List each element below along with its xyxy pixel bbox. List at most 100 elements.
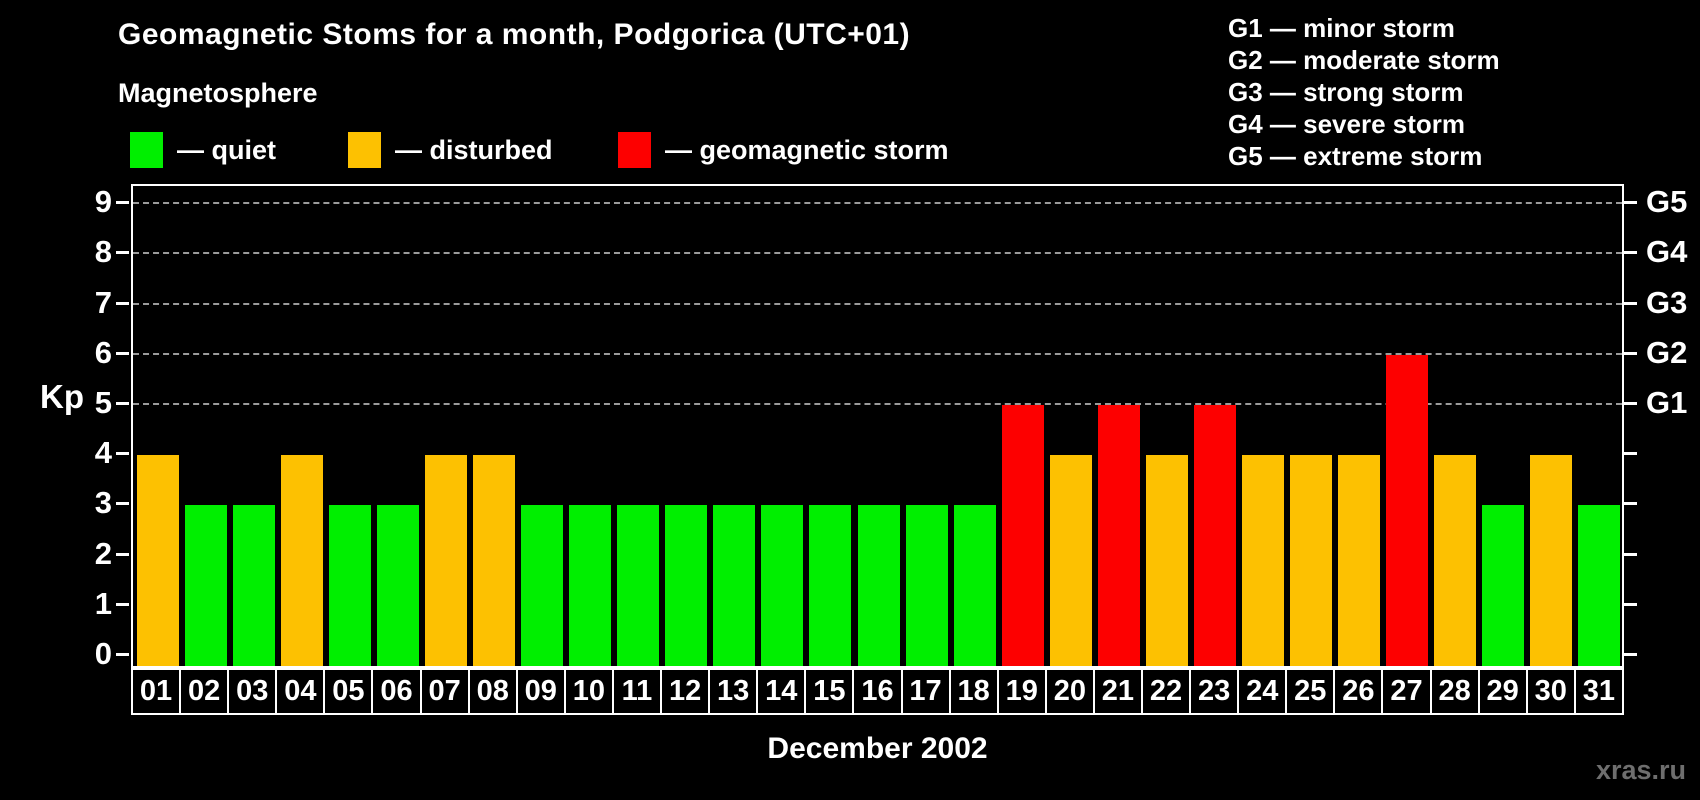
kp-bar-day-16 bbox=[858, 505, 900, 666]
kp-bar-day-18 bbox=[954, 505, 996, 666]
kp-tick-label-5: 5 bbox=[94, 385, 112, 420]
kp-bar-day-05 bbox=[329, 505, 371, 666]
kp-bar-day-22 bbox=[1146, 455, 1188, 666]
day-cell-28: 28 bbox=[1429, 668, 1480, 715]
legend-item-quiet: — quiet bbox=[130, 131, 276, 169]
tick-right-kp-6 bbox=[1624, 352, 1637, 355]
tick-left-kp-5 bbox=[116, 402, 129, 405]
kp-bar-day-07 bbox=[425, 455, 467, 666]
kp-bar-day-31 bbox=[1578, 505, 1620, 666]
kp-tick-label-6: 6 bbox=[94, 335, 112, 370]
day-cell-27: 27 bbox=[1381, 668, 1432, 715]
day-cell-26: 26 bbox=[1333, 668, 1384, 715]
g-tick-label-g2: G2 bbox=[1646, 335, 1688, 370]
day-cell-10: 10 bbox=[563, 668, 614, 715]
g-legend-line-2: G2 — moderate storm bbox=[1228, 45, 1500, 75]
day-cell-25: 25 bbox=[1285, 668, 1336, 715]
tick-right-kp-4 bbox=[1624, 452, 1637, 455]
day-cell-13: 13 bbox=[708, 668, 759, 715]
kp-bar-day-25 bbox=[1290, 455, 1332, 666]
day-cell-21: 21 bbox=[1092, 668, 1143, 715]
day-cell-20: 20 bbox=[1044, 668, 1095, 715]
day-cell-16: 16 bbox=[852, 668, 903, 715]
gridline-kp-5 bbox=[133, 403, 1622, 405]
tick-left-kp-7 bbox=[116, 302, 129, 305]
kp-bar-day-09 bbox=[521, 505, 563, 666]
tick-left-kp-0 bbox=[116, 653, 129, 656]
day-cell-02: 02 bbox=[179, 668, 230, 715]
kp-axis-label: Kp bbox=[40, 378, 84, 415]
g-scale-legend: G1 — minor storm G2 — moderate storm G3 — … bbox=[1228, 12, 1500, 172]
kp-bar-day-23 bbox=[1194, 405, 1236, 666]
day-cell-15: 15 bbox=[804, 668, 855, 715]
day-cell-12: 12 bbox=[660, 668, 711, 715]
kp-tick-label-7: 7 bbox=[94, 285, 112, 320]
day-axis-row: 01 02 03 04 05 06 07 08 09 10 11 12 13 14 15 16 17 18 19 20… bbox=[131, 668, 1624, 715]
day-cell-06: 06 bbox=[371, 668, 422, 715]
day-cell-04: 04 bbox=[275, 668, 326, 715]
kp-bar-day-17 bbox=[906, 505, 948, 666]
tick-right-kp-7 bbox=[1624, 302, 1637, 305]
kp-bar-day-30 bbox=[1530, 455, 1572, 666]
day-cell-01: 01 bbox=[131, 668, 182, 715]
legend-label-quiet: — quiet bbox=[177, 134, 276, 165]
gridline-kp-7 bbox=[133, 302, 1622, 305]
g-tick-label-g4: G4 bbox=[1646, 234, 1688, 269]
kp-tick-label-0: 0 bbox=[94, 636, 112, 671]
day-cell-17: 17 bbox=[900, 668, 951, 715]
tick-left-kp-1 bbox=[116, 603, 129, 606]
kp-tick-label-1: 1 bbox=[94, 586, 112, 621]
kp-bar-day-11 bbox=[617, 505, 659, 666]
kp-bar-day-15 bbox=[809, 505, 851, 666]
day-cell-14: 14 bbox=[756, 668, 807, 715]
kp-bar-day-14 bbox=[761, 505, 803, 666]
g-tick-label-g1: G1 bbox=[1646, 385, 1688, 420]
kp-bar-day-13 bbox=[713, 505, 755, 666]
g-legend-line-4: G4 — severe storm bbox=[1228, 109, 1466, 139]
kp-bar-day-01 bbox=[137, 455, 179, 666]
g-tick-label-g3: G3 bbox=[1646, 285, 1688, 320]
tick-right-kp-0 bbox=[1624, 653, 1637, 656]
kp-bar-day-10 bbox=[569, 505, 611, 666]
kp-bar-day-21 bbox=[1098, 405, 1140, 666]
day-cell-05: 05 bbox=[323, 668, 374, 715]
tick-left-kp-6 bbox=[116, 352, 129, 355]
legend-label-disturbed: — disturbed bbox=[395, 134, 553, 165]
legend-item-disturbed: — disturbed bbox=[348, 131, 553, 169]
day-cell-11: 11 bbox=[611, 668, 663, 715]
kp-bar-day-29 bbox=[1482, 505, 1524, 666]
kp-bar-day-03 bbox=[233, 505, 275, 666]
storm-color-swatch bbox=[618, 132, 651, 168]
gridline-kp-9 bbox=[133, 202, 1622, 205]
tick-right-kp-3 bbox=[1624, 502, 1637, 505]
day-cell-07: 07 bbox=[419, 668, 470, 715]
kp-tick-label-3: 3 bbox=[94, 485, 112, 520]
kp-bar-day-06 bbox=[377, 505, 419, 666]
day-cell-23: 23 bbox=[1189, 668, 1240, 715]
disturbed-color-swatch bbox=[348, 132, 381, 168]
kp-bar-day-27 bbox=[1386, 355, 1428, 666]
kp-bar-day-28 bbox=[1434, 455, 1476, 666]
tick-left-kp-2 bbox=[116, 553, 129, 556]
kp-bar-day-20 bbox=[1050, 455, 1092, 666]
day-cell-09: 09 bbox=[515, 668, 566, 715]
kp-tick-label-4: 4 bbox=[94, 435, 112, 470]
gridline-kp-8 bbox=[133, 252, 1622, 255]
g-legend-line-1: G1 — minor storm bbox=[1228, 13, 1455, 43]
day-cell-24: 24 bbox=[1237, 668, 1288, 715]
day-cell-31: 31 bbox=[1573, 668, 1624, 715]
quiet-color-swatch bbox=[130, 132, 163, 168]
kp-bar-day-08 bbox=[473, 455, 515, 666]
tick-right-kp-1 bbox=[1624, 603, 1637, 606]
tick-right-kp-2 bbox=[1624, 553, 1637, 556]
day-cell-08: 08 bbox=[467, 668, 518, 715]
tick-right-kp-5 bbox=[1624, 402, 1637, 405]
kp-bar-day-12 bbox=[665, 505, 707, 666]
legend-item-storm: — geomagnetic storm bbox=[618, 131, 949, 169]
day-cell-03: 03 bbox=[227, 668, 278, 715]
kp-tick-label-9: 9 bbox=[94, 184, 112, 219]
magnetosphere-legend-title: Magnetosphere bbox=[118, 78, 318, 108]
tick-left-kp-8 bbox=[116, 251, 129, 254]
day-cell-18: 18 bbox=[948, 668, 999, 715]
